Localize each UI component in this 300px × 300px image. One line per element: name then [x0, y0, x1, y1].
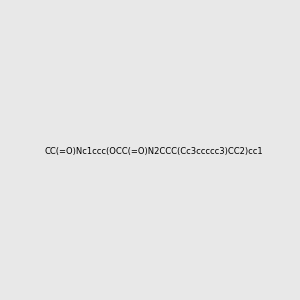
Text: CC(=O)Nc1ccc(OCC(=O)N2CCC(Cc3ccccc3)CC2)cc1: CC(=O)Nc1ccc(OCC(=O)N2CCC(Cc3ccccc3)CC2)…: [44, 147, 263, 156]
